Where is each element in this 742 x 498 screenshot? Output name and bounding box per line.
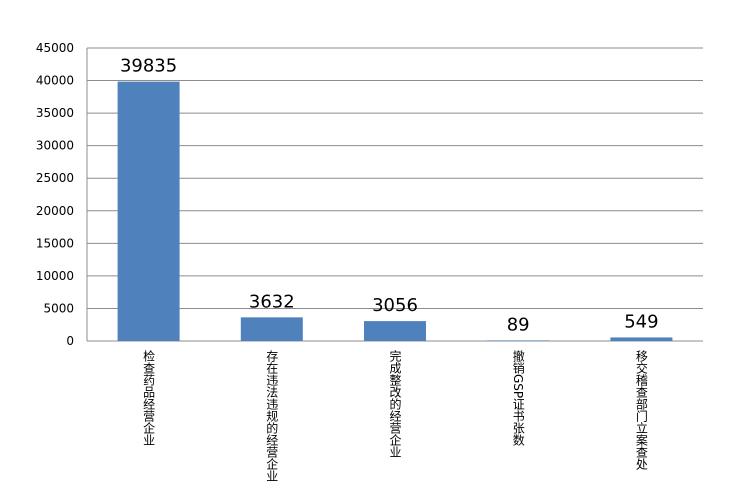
bar (240, 317, 303, 341)
y-tick-label: 5000 (43, 301, 74, 315)
data-label: 3056 (372, 295, 418, 316)
x-tick-label: 撤销GSP证书张数 (511, 349, 525, 447)
bar (117, 81, 180, 342)
x-tick-label: 检查药品经营企业 (142, 349, 156, 446)
bar (610, 337, 673, 341)
bar (487, 340, 550, 341)
x-tick-label: 移交稽查部门立案查处 (634, 350, 648, 471)
x-tick-label: 完成整改的经营企业 (388, 349, 402, 458)
y-tick-label: 0 (66, 334, 74, 348)
x-tick-label: 存在违法违规的经营企业 (265, 350, 279, 482)
bar (364, 321, 426, 341)
y-tick-label: 25000 (36, 171, 74, 185)
y-tick-label: 35000 (36, 106, 74, 120)
data-label: 89 (507, 314, 530, 335)
data-label: 549 (624, 311, 658, 332)
y-tick-label: 30000 (36, 139, 74, 153)
y-tick-label: 20000 (36, 204, 74, 218)
y-tick-label: 10000 (36, 269, 74, 283)
y-tick-label: 45000 (36, 41, 74, 55)
y-tick-label: 15000 (36, 236, 74, 250)
data-label: 3632 (249, 291, 295, 312)
y-tick-label: 40000 (36, 74, 74, 88)
data-label: 39835 (120, 56, 177, 77)
